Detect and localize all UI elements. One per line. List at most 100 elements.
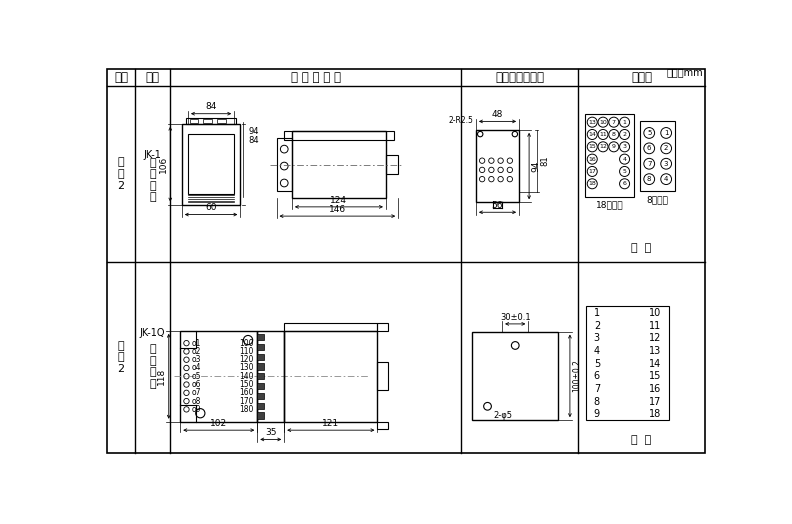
Bar [181,331,257,422]
Text: 106: 106 [159,156,168,173]
Text: 94: 94 [531,160,540,172]
Text: 2-R2.5: 2-R2.5 [448,116,473,125]
Text: 外 形 尺 寸 图: 外 形 尺 寸 图 [291,71,341,84]
Text: 18点端子: 18点端子 [596,201,623,210]
Text: 124: 124 [330,195,348,204]
Text: 端子图: 端子图 [631,71,652,84]
Text: 17: 17 [649,397,661,407]
Text: 81: 81 [540,155,549,166]
Text: 9: 9 [594,409,600,419]
Text: 单位：mm: 单位：mm [667,67,703,77]
Bar [586,306,669,420]
Text: 110: 110 [239,347,253,356]
Text: 17: 17 [588,169,596,174]
Bar [257,331,284,422]
Text: 84: 84 [249,136,260,145]
Bar [188,135,234,194]
Bar [378,363,388,390]
Bar [257,334,265,340]
Text: o8: o8 [192,397,201,406]
Bar [257,402,265,409]
Text: 附
图
2: 附 图 2 [117,341,124,374]
Bar [257,393,265,399]
Text: 7: 7 [611,119,616,125]
Text: 140: 140 [239,372,253,381]
Text: JK-1Q: JK-1Q [140,328,166,337]
Text: 7: 7 [647,161,652,167]
Text: o6: o6 [192,380,201,389]
Text: 6: 6 [647,145,652,151]
Text: 18: 18 [588,181,596,186]
Bar [292,130,386,199]
Bar [284,323,378,331]
Bar [257,344,265,350]
Text: 7: 7 [594,384,600,394]
Text: 4: 4 [623,157,626,161]
Text: 1: 1 [594,308,600,318]
Bar [284,130,394,140]
Text: 2: 2 [594,321,600,331]
Text: 结构: 结构 [146,71,159,84]
Text: 图号: 图号 [114,71,128,84]
Text: 146: 146 [329,205,346,214]
Text: 安装开孔尺寸图: 安装开孔尺寸图 [495,71,544,84]
Text: 12: 12 [649,333,661,344]
Bar [378,323,388,331]
Bar [257,363,265,369]
Text: 84: 84 [205,102,217,112]
Text: 16: 16 [588,157,596,161]
Bar [386,155,398,174]
Text: 11: 11 [599,132,607,137]
Bar [182,124,240,204]
Bar [284,331,378,422]
Text: 8: 8 [612,132,615,137]
Text: 2-φ5: 2-φ5 [493,411,512,420]
Bar [189,119,198,123]
Text: 12: 12 [599,144,607,149]
Text: 16: 16 [649,384,661,394]
Text: o2: o2 [192,347,201,356]
Bar [257,373,265,379]
Text: 102: 102 [210,419,227,428]
Text: 板
前
接
线: 板 前 接 线 [149,344,156,389]
Text: 130: 130 [239,364,253,373]
Text: 3: 3 [594,333,600,344]
Text: 10: 10 [649,308,661,318]
Text: 5: 5 [594,359,600,369]
Bar [257,412,265,419]
Text: 100: 100 [239,339,253,347]
Text: 56: 56 [492,201,503,210]
Text: 3: 3 [664,161,668,167]
Text: 11: 11 [649,321,661,331]
Text: o4: o4 [192,364,201,373]
Text: 背  视: 背 视 [631,243,652,253]
Text: 3: 3 [623,144,626,149]
Bar [257,354,265,359]
Text: o1: o1 [192,339,201,347]
Text: 35: 35 [265,428,276,437]
Bar [186,118,236,124]
Text: 170: 170 [239,397,253,406]
Text: JK-1: JK-1 [143,150,162,160]
Text: 18: 18 [649,409,661,419]
Bar [472,332,558,420]
Bar [476,130,519,202]
Bar [276,138,292,191]
Text: 8: 8 [594,397,600,407]
Text: 1: 1 [623,119,626,125]
Text: 118: 118 [158,368,166,385]
Text: 180: 180 [239,405,253,414]
Text: o5: o5 [192,372,201,381]
Text: 13: 13 [588,119,596,125]
Bar [585,114,634,197]
Text: 10: 10 [599,119,607,125]
Text: 8点端子: 8点端子 [647,195,668,204]
Text: 121: 121 [322,419,340,428]
Text: 正  视: 正 视 [631,435,652,445]
Text: 4: 4 [594,346,600,356]
Bar [217,119,226,123]
Text: o9: o9 [192,405,201,414]
Text: o3: o3 [192,355,201,364]
Text: 5: 5 [623,169,626,174]
Text: 100±0.2: 100±0.2 [572,359,581,392]
